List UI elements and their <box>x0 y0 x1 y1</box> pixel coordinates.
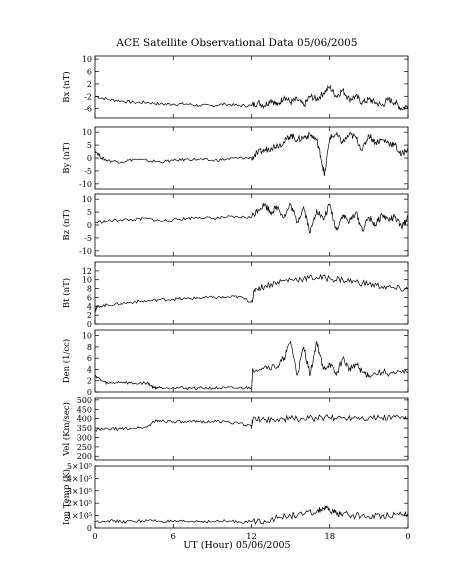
y-tick-label: 250 <box>77 443 92 452</box>
y-tick-label: 6 <box>87 354 92 363</box>
panel-ylabel: Vel (Km/sec) <box>61 402 72 457</box>
y-tick-label: -5 <box>84 234 92 243</box>
y-tick-label: 300 <box>77 433 92 442</box>
panel-ylabel: Ion Temp (K) <box>61 469 72 525</box>
panel-frame <box>94 261 409 325</box>
y-tick-label: 400 <box>77 415 92 424</box>
series-line-bz <box>94 202 409 234</box>
panel-frame <box>94 465 409 529</box>
y-tick-label: 1×10⁵ <box>67 512 92 521</box>
y-tick-label: 0 <box>87 320 92 329</box>
y-tick-label: 5 <box>87 208 92 217</box>
panel-bx: 10 6 2 -2 -6 Bx (nT) <box>61 55 409 119</box>
y-tick-label: -2 <box>84 92 92 101</box>
y-tick-label: 4 <box>87 302 92 311</box>
y-tick-label: 350 <box>77 424 92 433</box>
panel-ylabel: Bz (nT) <box>61 209 72 240</box>
series-line-bx <box>94 84 409 111</box>
y-tick-label: 450 <box>77 405 92 414</box>
y-tick-label: 10 <box>82 55 92 64</box>
y-tick-label: 10 <box>82 276 92 285</box>
y-tick-label: 0 <box>87 221 92 230</box>
y-tick-label: -10 <box>79 247 92 256</box>
y-tick-label: 6 <box>87 293 92 302</box>
x-axis-label: UT (Hour) 05/06/2005 <box>183 540 290 551</box>
panel-ylabel: Bx (nT) <box>61 71 72 103</box>
x-tick-label: 0 <box>92 532 97 542</box>
panel-ylabel: By (nT) <box>61 142 72 174</box>
y-tick-label: 0 <box>87 388 92 397</box>
panel-ylabel: Den (1/cc) <box>61 339 72 383</box>
y-tick-label: 2 <box>87 311 92 320</box>
x-tick-label: 0 <box>405 532 410 542</box>
y-tick-label: 0 <box>87 154 92 163</box>
series-line-temp <box>94 505 409 526</box>
y-tick-label: 6 <box>87 68 92 77</box>
panel-ylabel: Bt (nT) <box>61 278 72 308</box>
y-tick-label: 2×10⁵ <box>67 499 92 508</box>
panels-layer: 10 6 2 -2 -6 Bx (nT) 10 5 0 -5 -10 By (nT) 10 5 0 -5 -10… <box>61 55 409 533</box>
y-tick-label: -5 <box>84 167 92 176</box>
panel-bz: 10 5 0 -5 -10 Bz (nT) <box>61 193 409 257</box>
y-tick-label: -10 <box>79 180 92 189</box>
panel-temp: 5×10⁵ 4×10⁵ 3×10⁵ 2×10⁵ 1×10⁵ 0 Ion Temp (K) <box>61 462 409 533</box>
panel-frame <box>94 329 409 393</box>
y-tick-label: 2 <box>87 377 92 386</box>
y-tick-label: 5×10⁵ <box>67 462 92 471</box>
x-tick-label: 18 <box>324 532 335 542</box>
y-tick-label: -6 <box>84 105 92 114</box>
series-line-den <box>94 341 409 391</box>
series-line-bt <box>94 273 409 314</box>
x-tick-label: 12 <box>246 532 257 542</box>
y-tick-label: 10 <box>82 195 92 204</box>
x-tick-label: 6 <box>171 532 176 542</box>
y-tick-label: 4 <box>87 365 92 374</box>
y-tick-label: 8 <box>87 285 92 294</box>
panel-frame <box>94 397 409 461</box>
panel-frame <box>94 193 409 257</box>
y-tick-label: 10 <box>82 128 92 137</box>
y-tick-label: 0 <box>87 524 92 533</box>
y-tick-label: 3×10⁵ <box>67 487 92 496</box>
series-line-by <box>94 131 409 177</box>
series-line-vel <box>94 413 409 432</box>
x-axis: 0 6 12 18 0 <box>92 532 410 542</box>
y-tick-label: 10 <box>82 332 92 341</box>
panel-den: 10 8 6 4 2 0 Den (1/cc) <box>61 329 409 397</box>
y-tick-label: 12 <box>82 267 92 276</box>
y-tick-label: 200 <box>77 452 92 461</box>
panel-by: 10 5 0 -5 -10 By (nT) <box>61 126 409 190</box>
chart-title: ACE Satellite Observational Data 05/06/2… <box>115 37 357 49</box>
y-tick-label: 4×10⁵ <box>67 474 92 483</box>
y-tick-label: 5 <box>87 141 92 150</box>
y-tick-label: 8 <box>87 343 92 352</box>
y-tick-label: 500 <box>77 396 92 405</box>
panel-frame <box>94 55 409 119</box>
y-tick-label: 2 <box>87 80 92 89</box>
